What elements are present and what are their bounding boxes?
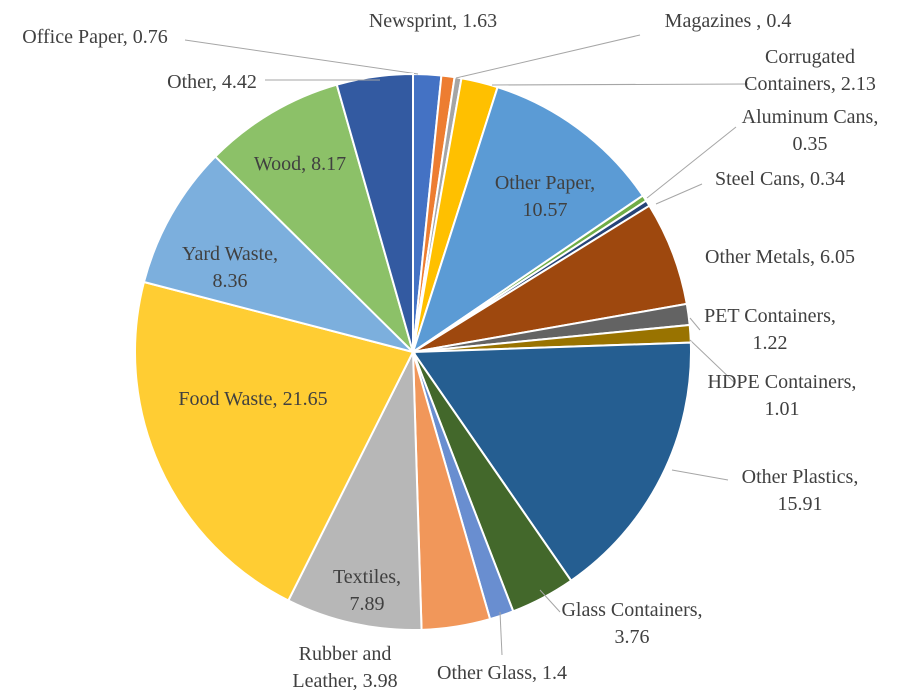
- value-label: 1.4: [541, 662, 567, 684]
- pie-slice: [411, 85, 645, 355]
- data-label: Aluminum Cans, 0.35: [735, 104, 885, 158]
- value-label: 6.05: [819, 246, 855, 268]
- value-label: 1.22: [752, 332, 788, 354]
- value-label: 8.36: [212, 270, 248, 292]
- category-label: HDPE Containers,: [707, 371, 857, 393]
- data-label: Other Plastics, 15.91: [730, 464, 870, 518]
- data-label: Magazines , 0.4: [603, 8, 853, 35]
- leader-line: [655, 183, 703, 205]
- category-label: Aluminum Cans,: [741, 106, 879, 128]
- category-label: Yard Waste,: [182, 243, 278, 265]
- data-label: Other Glass, 1.4: [402, 660, 602, 687]
- data-label: Wood, 8.17: [225, 151, 375, 178]
- data-label: Office Paper, 0.76: [0, 24, 220, 51]
- data-label: Steel Cans, 0.34: [680, 166, 880, 193]
- leader-line: [184, 39, 419, 75]
- leader-line: [455, 34, 641, 79]
- category-label: Magazines ,: [664, 10, 762, 32]
- data-label: Corrugated Containers, 2.13: [728, 44, 893, 98]
- value-label: 4.42: [221, 71, 257, 93]
- data-label: PET Containers, 1.22: [690, 303, 850, 357]
- value-label: 15.91: [777, 493, 823, 515]
- category-label: Corrugated Containers,: [744, 46, 855, 95]
- category-label: Rubber and Leather,: [292, 643, 392, 690]
- category-label: Textiles,: [332, 566, 402, 588]
- pie-slice: [411, 341, 692, 583]
- category-label: Steel Cans,: [715, 168, 805, 190]
- value-label: 3.76: [614, 626, 650, 648]
- leader-line: [671, 469, 729, 481]
- value-label: 0.35: [792, 133, 828, 155]
- pie-slice: [142, 155, 417, 354]
- category-label: Glass Containers,: [561, 599, 703, 621]
- leader-line: [539, 589, 561, 613]
- category-label: Other Glass,: [437, 662, 537, 684]
- leader-line: [491, 83, 749, 86]
- value-label: 3.98: [362, 670, 398, 690]
- value-label: 21.65: [282, 388, 328, 410]
- category-label: Food Waste,: [178, 388, 278, 410]
- data-label: HDPE Containers, 1.01: [695, 369, 870, 423]
- leader-line: [646, 126, 737, 199]
- data-label: Yard Waste, 8.36: [170, 241, 290, 295]
- value-label: 8.17: [311, 153, 347, 175]
- data-label: Other Metals, 6.05: [670, 244, 890, 271]
- value-label: 2.13: [840, 73, 876, 95]
- category-label: Other Plastics,: [741, 466, 859, 488]
- data-label: Other, 4.42: [147, 69, 277, 96]
- data-label: Newsprint, 1.63: [308, 8, 558, 35]
- data-label: Other Paper, 10.57: [480, 170, 610, 224]
- value-label: 10.57: [522, 199, 568, 221]
- value-label: 7.89: [349, 593, 385, 615]
- pie-slice: [287, 351, 423, 631]
- pie-slice: [335, 72, 414, 353]
- category-label: PET Containers,: [704, 305, 836, 327]
- leader-line: [499, 611, 503, 656]
- category-label: Other Paper,: [494, 172, 596, 194]
- value-label: 0.34: [810, 168, 845, 190]
- category-label: Other,: [167, 71, 217, 93]
- category-label: Other Metals,: [705, 246, 815, 268]
- value-label: 0.4: [766, 10, 792, 32]
- data-label: Food Waste, 21.65: [128, 386, 378, 413]
- data-label: Glass Containers, 3.76: [547, 597, 717, 651]
- data-label: Textiles, 7.89: [322, 564, 412, 618]
- category-label: Office Paper,: [22, 26, 128, 48]
- data-label: Rubber and Leather, 3.98: [280, 641, 410, 690]
- value-label: 1.63: [462, 10, 498, 32]
- category-label: Wood,: [253, 153, 307, 175]
- category-label: Newsprint,: [368, 10, 458, 32]
- pie-slice: [134, 280, 415, 602]
- leader-line: [689, 317, 701, 331]
- leader-line: [689, 339, 736, 384]
- pie-slice: [213, 83, 416, 356]
- value-label: 0.76: [132, 26, 168, 48]
- value-label: 1.01: [764, 398, 800, 420]
